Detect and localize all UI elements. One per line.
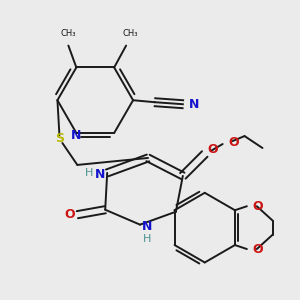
Text: N: N xyxy=(142,220,152,233)
Text: S: S xyxy=(55,132,64,145)
Text: O: O xyxy=(229,136,239,148)
Text: N: N xyxy=(95,168,105,182)
Text: O: O xyxy=(207,142,218,155)
Text: H: H xyxy=(143,234,151,244)
Text: H: H xyxy=(85,168,94,178)
Text: O: O xyxy=(253,242,263,256)
Text: N: N xyxy=(189,98,199,111)
Text: CH₃: CH₃ xyxy=(122,28,138,38)
Text: O: O xyxy=(253,200,263,213)
Text: N: N xyxy=(71,130,82,142)
Text: CH₃: CH₃ xyxy=(61,28,76,38)
Text: O: O xyxy=(64,208,75,221)
